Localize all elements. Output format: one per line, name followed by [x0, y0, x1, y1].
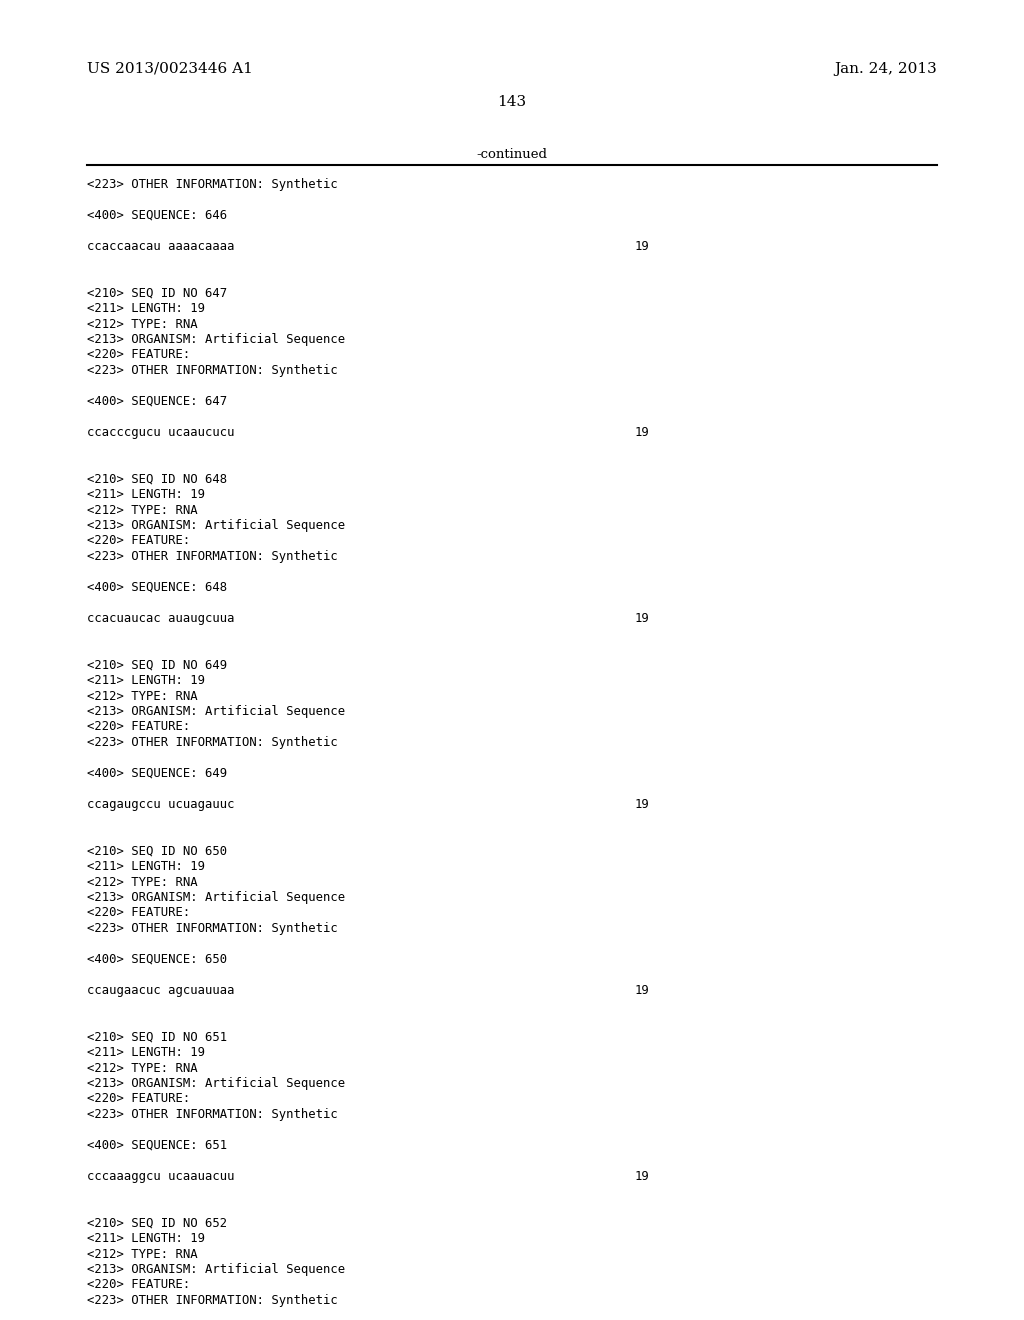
Text: <400> SEQUENCE: 649: <400> SEQUENCE: 649 — [87, 767, 227, 780]
Text: <212> TYPE: RNA: <212> TYPE: RNA — [87, 875, 198, 888]
Text: 19: 19 — [635, 240, 649, 253]
Text: <212> TYPE: RNA: <212> TYPE: RNA — [87, 1061, 198, 1074]
Text: 143: 143 — [498, 95, 526, 110]
Text: <210> SEQ ID NO 652: <210> SEQ ID NO 652 — [87, 1217, 227, 1229]
Text: <210> SEQ ID NO 650: <210> SEQ ID NO 650 — [87, 845, 227, 858]
Text: <213> ORGANISM: Artificial Sequence: <213> ORGANISM: Artificial Sequence — [87, 519, 345, 532]
Text: <223> OTHER INFORMATION: Synthetic: <223> OTHER INFORMATION: Synthetic — [87, 178, 338, 191]
Text: <212> TYPE: RNA: <212> TYPE: RNA — [87, 689, 198, 702]
Text: <213> ORGANISM: Artificial Sequence: <213> ORGANISM: Artificial Sequence — [87, 333, 345, 346]
Text: <211> LENGTH: 19: <211> LENGTH: 19 — [87, 1045, 205, 1059]
Text: <211> LENGTH: 19: <211> LENGTH: 19 — [87, 302, 205, 315]
Text: <400> SEQUENCE: 651: <400> SEQUENCE: 651 — [87, 1139, 227, 1152]
Text: <212> TYPE: RNA: <212> TYPE: RNA — [87, 318, 198, 330]
Text: <220> FEATURE:: <220> FEATURE: — [87, 1093, 190, 1106]
Text: <223> OTHER INFORMATION: Synthetic: <223> OTHER INFORMATION: Synthetic — [87, 550, 338, 564]
Text: <213> ORGANISM: Artificial Sequence: <213> ORGANISM: Artificial Sequence — [87, 1077, 345, 1090]
Text: <213> ORGANISM: Artificial Sequence: <213> ORGANISM: Artificial Sequence — [87, 705, 345, 718]
Text: <223> OTHER INFORMATION: Synthetic: <223> OTHER INFORMATION: Synthetic — [87, 364, 338, 378]
Text: <210> SEQ ID NO 647: <210> SEQ ID NO 647 — [87, 286, 227, 300]
Text: <220> FEATURE:: <220> FEATURE: — [87, 1279, 190, 1291]
Text: -continued: -continued — [476, 148, 548, 161]
Text: <220> FEATURE:: <220> FEATURE: — [87, 348, 190, 362]
Text: <400> SEQUENCE: 647: <400> SEQUENCE: 647 — [87, 395, 227, 408]
Text: <212> TYPE: RNA: <212> TYPE: RNA — [87, 503, 198, 516]
Text: <210> SEQ ID NO 651: <210> SEQ ID NO 651 — [87, 1031, 227, 1044]
Text: ccacuaucac auaugcuua: ccacuaucac auaugcuua — [87, 612, 234, 624]
Text: <223> OTHER INFORMATION: Synthetic: <223> OTHER INFORMATION: Synthetic — [87, 921, 338, 935]
Text: <223> OTHER INFORMATION: Synthetic: <223> OTHER INFORMATION: Synthetic — [87, 737, 338, 748]
Text: ccacccgucu ucaaucucu: ccacccgucu ucaaucucu — [87, 426, 234, 440]
Text: <213> ORGANISM: Artificial Sequence: <213> ORGANISM: Artificial Sequence — [87, 891, 345, 904]
Text: <211> LENGTH: 19: <211> LENGTH: 19 — [87, 488, 205, 502]
Text: US 2013/0023446 A1: US 2013/0023446 A1 — [87, 62, 253, 77]
Text: 19: 19 — [635, 612, 649, 624]
Text: <220> FEATURE:: <220> FEATURE: — [87, 535, 190, 548]
Text: <211> LENGTH: 19: <211> LENGTH: 19 — [87, 861, 205, 873]
Text: <210> SEQ ID NO 649: <210> SEQ ID NO 649 — [87, 659, 227, 672]
Text: <213> ORGANISM: Artificial Sequence: <213> ORGANISM: Artificial Sequence — [87, 1263, 345, 1276]
Text: <220> FEATURE:: <220> FEATURE: — [87, 907, 190, 920]
Text: Jan. 24, 2013: Jan. 24, 2013 — [835, 62, 937, 77]
Text: <400> SEQUENCE: 650: <400> SEQUENCE: 650 — [87, 953, 227, 966]
Text: 19: 19 — [635, 983, 649, 997]
Text: ccaugaacuc agcuauuaa: ccaugaacuc agcuauuaa — [87, 983, 234, 997]
Text: 19: 19 — [635, 426, 649, 440]
Text: ccagaugccu ucuagauuc: ccagaugccu ucuagauuc — [87, 799, 234, 810]
Text: 19: 19 — [635, 1170, 649, 1183]
Text: <211> LENGTH: 19: <211> LENGTH: 19 — [87, 675, 205, 686]
Text: <223> OTHER INFORMATION: Synthetic: <223> OTHER INFORMATION: Synthetic — [87, 1294, 338, 1307]
Text: <210> SEQ ID NO 648: <210> SEQ ID NO 648 — [87, 473, 227, 486]
Text: <220> FEATURE:: <220> FEATURE: — [87, 721, 190, 734]
Text: <400> SEQUENCE: 648: <400> SEQUENCE: 648 — [87, 581, 227, 594]
Text: ccaccaacau aaaacaaaa: ccaccaacau aaaacaaaa — [87, 240, 234, 253]
Text: <400> SEQUENCE: 646: <400> SEQUENCE: 646 — [87, 209, 227, 222]
Text: <211> LENGTH: 19: <211> LENGTH: 19 — [87, 1232, 205, 1245]
Text: 19: 19 — [635, 799, 649, 810]
Text: <212> TYPE: RNA: <212> TYPE: RNA — [87, 1247, 198, 1261]
Text: cccaaaggcu ucaauacuu: cccaaaggcu ucaauacuu — [87, 1170, 234, 1183]
Text: <223> OTHER INFORMATION: Synthetic: <223> OTHER INFORMATION: Synthetic — [87, 1107, 338, 1121]
